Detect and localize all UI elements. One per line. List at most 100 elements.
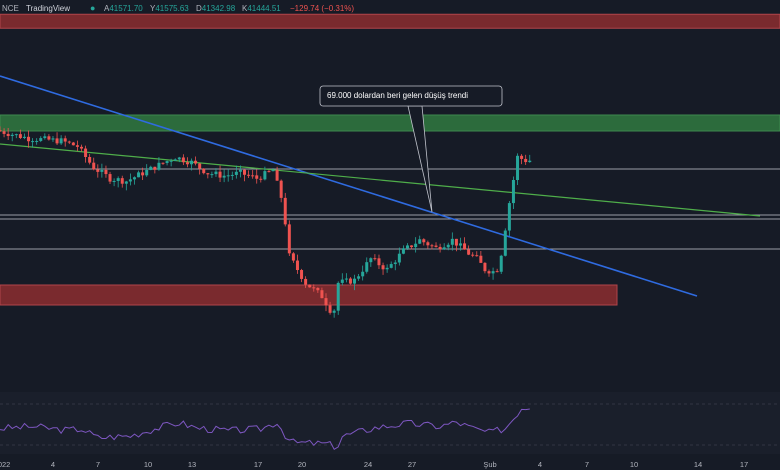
candle-body (177, 157, 181, 160)
candle-body (438, 246, 442, 250)
candle-body (14, 134, 18, 136)
candle-body (263, 171, 267, 180)
candle-body (153, 166, 157, 170)
candle-body (471, 254, 475, 256)
candle-body (234, 171, 238, 175)
candle-body (353, 278, 357, 284)
x-tick-label: 4 (51, 460, 55, 469)
candle-body (275, 170, 279, 181)
candle-body (401, 248, 405, 254)
candle-body (287, 224, 291, 254)
candle-body (442, 247, 446, 250)
x-tick-label: 20 (298, 460, 306, 469)
blue-downtrend-line (0, 75, 698, 297)
candle-body (22, 136, 26, 138)
candle-body (304, 278, 308, 285)
status-dot-icon: ● (90, 3, 96, 13)
candle-body (393, 262, 397, 265)
support-zone (0, 284, 618, 306)
candle-body (247, 174, 251, 176)
candle-body (128, 179, 132, 182)
candle-body (446, 244, 450, 248)
candle-body (84, 148, 88, 157)
candle-body (88, 156, 92, 163)
candle-body (328, 305, 332, 313)
ohlc-high: Y41575.63 (150, 4, 189, 13)
candle-body (206, 173, 210, 175)
candle-body (430, 245, 434, 247)
candle-body (279, 180, 283, 198)
annotation-box (319, 85, 503, 107)
candle-body (344, 278, 348, 280)
candle-body (194, 160, 198, 164)
candle-body (132, 177, 136, 180)
candle-body (67, 141, 71, 143)
candle-body (516, 155, 520, 180)
candle-body (373, 258, 377, 260)
candle-body (222, 175, 226, 178)
candle-body (0, 130, 2, 132)
candle-body (173, 159, 177, 161)
candle-body (100, 169, 104, 172)
resistance-zone (0, 13, 780, 29)
candle-body (381, 265, 385, 270)
candle-body (27, 136, 31, 142)
candle-body (336, 282, 340, 311)
candle-body (2, 131, 6, 134)
rsi-line (0, 408, 530, 450)
candle-body (463, 243, 467, 250)
candle-body (332, 310, 336, 313)
x-tick-label: 2022 (0, 460, 10, 469)
candle-body (120, 178, 124, 184)
symbol-fragment: NCE (2, 4, 19, 13)
candle-body (141, 172, 145, 176)
candle-body (528, 160, 532, 163)
green-trend-line (0, 143, 761, 217)
candle-body (426, 242, 430, 246)
candle-body (190, 160, 194, 165)
x-tick-label: Şub (483, 460, 496, 469)
candle-body (255, 175, 259, 179)
candle-body (499, 255, 503, 272)
candle-body (55, 138, 59, 144)
support-zone-green (0, 114, 780, 132)
candle-body (75, 145, 79, 147)
candle-body (503, 230, 507, 256)
x-tick-label: 7 (585, 460, 589, 469)
candle-body (418, 239, 422, 244)
candle-body (71, 142, 75, 146)
candle-body (145, 169, 149, 176)
candle-body (291, 253, 295, 261)
candle-body (300, 270, 304, 279)
candle-body (165, 161, 169, 164)
ohlc-open: A41571.70 (104, 4, 143, 13)
candle-body (389, 264, 393, 268)
candle-body (467, 249, 471, 255)
horizontal-levels (0, 168, 780, 250)
candle-body (434, 245, 438, 247)
candle-body (39, 138, 43, 141)
x-tick-label: 13 (188, 460, 196, 469)
candle-body (157, 162, 161, 170)
candle-body (116, 178, 120, 181)
candle-body (181, 157, 185, 163)
candle-body (112, 180, 116, 182)
x-tick-label: 10 (630, 460, 638, 469)
candle-body (385, 267, 389, 270)
candle-body (18, 134, 22, 138)
candle-body (251, 175, 255, 177)
candle-body (340, 279, 344, 283)
candle-body (124, 181, 128, 184)
candle-body (483, 262, 487, 272)
candle-body (92, 162, 96, 170)
candle-body (210, 174, 214, 176)
candle-body (137, 172, 141, 178)
candle-body (63, 138, 67, 142)
candle-body (271, 170, 275, 172)
candle-body (80, 146, 83, 149)
candle-body (369, 258, 373, 263)
candle-body (214, 171, 218, 175)
candle-body (377, 258, 381, 266)
